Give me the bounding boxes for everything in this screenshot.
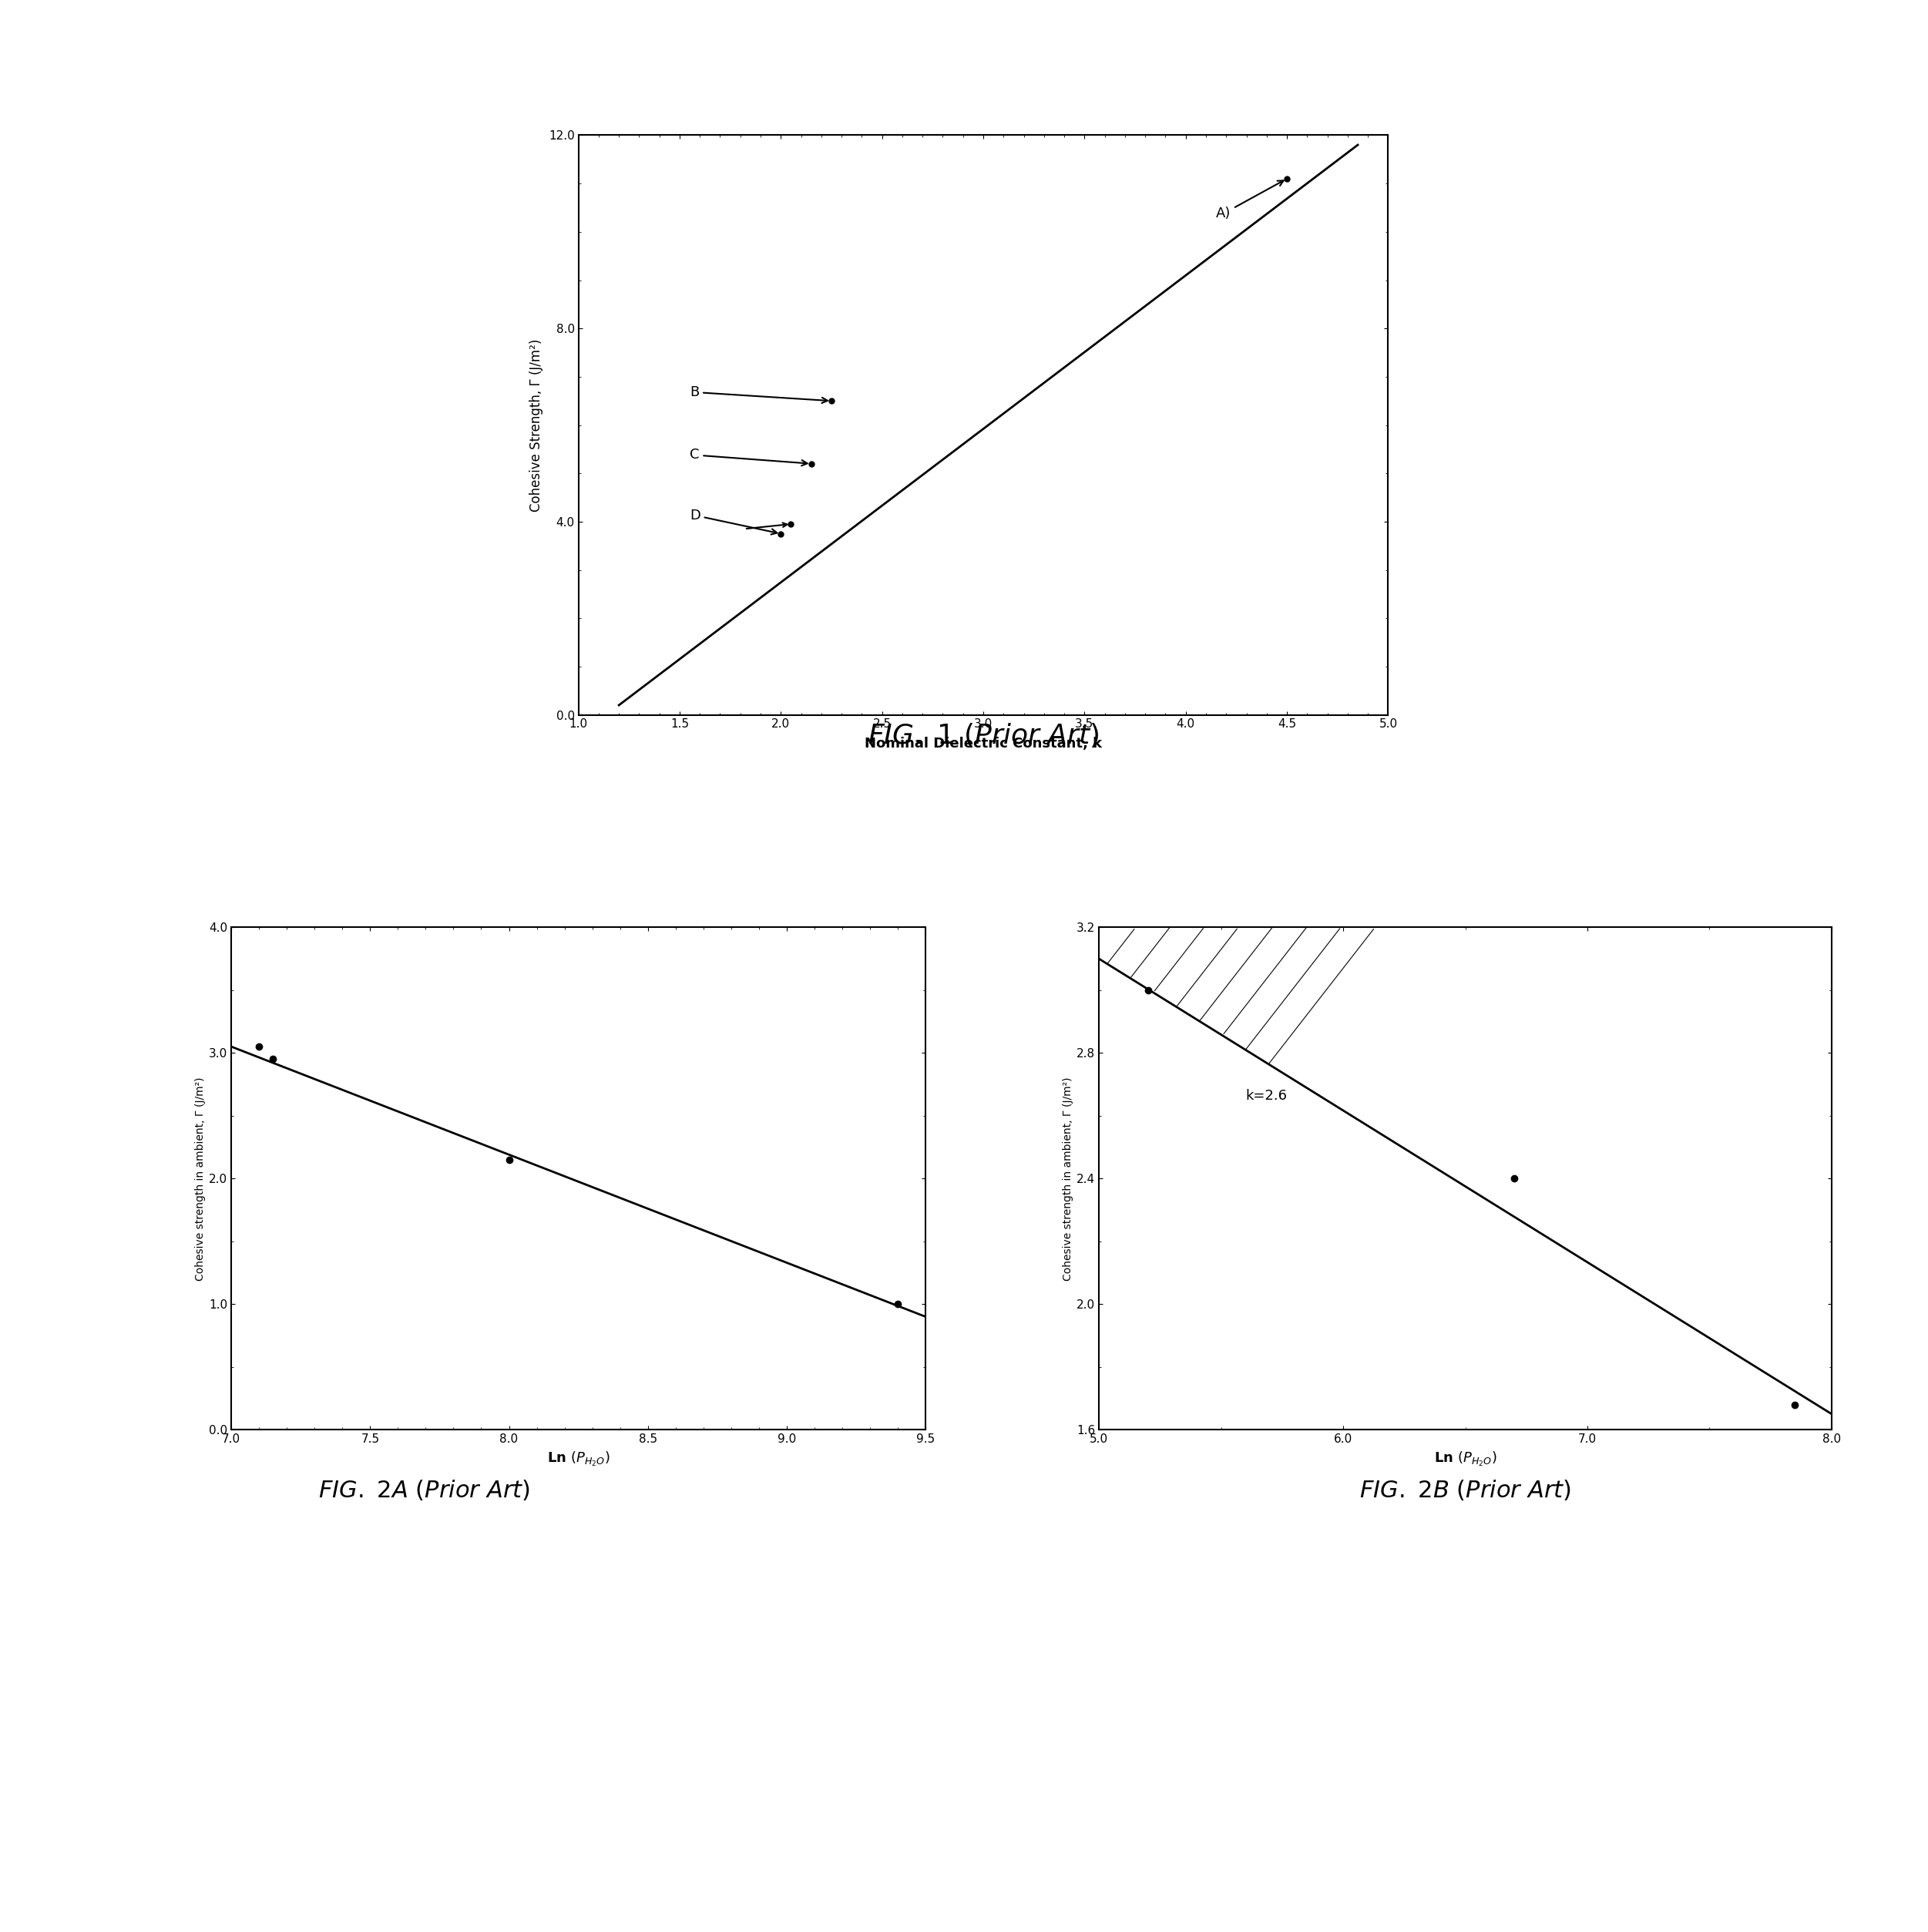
Text: k=2.6: k=2.6: [1245, 1090, 1288, 1103]
Text: A): A): [1217, 180, 1284, 220]
X-axis label: Nominal Dielectric Constant, k: Nominal Dielectric Constant, k: [864, 736, 1103, 750]
Text: B: B: [690, 384, 827, 404]
Y-axis label: Cohesive strength in ambient, Γ (J/m²): Cohesive strength in ambient, Γ (J/m²): [195, 1076, 206, 1281]
Text: $FIG.\ 2B\ (Prior\ Art)$: $FIG.\ 2B\ (Prior\ Art)$: [1359, 1478, 1571, 1503]
Text: $FIG.\ 2A\ (Prior\ Art)$: $FIG.\ 2A\ (Prior\ Art)$: [318, 1478, 530, 1503]
Text: D: D: [690, 508, 777, 535]
Y-axis label: Cohesive Strength, Γ (J/m²): Cohesive Strength, Γ (J/m²): [530, 338, 544, 512]
X-axis label: Ln $(P_{H_2O})$: Ln $(P_{H_2O})$: [548, 1451, 609, 1468]
X-axis label: Ln $(P_{H_2O})$: Ln $(P_{H_2O})$: [1434, 1451, 1496, 1468]
Text: $FIG.\ 1\ (Prior\ Art)$: $FIG.\ 1\ (Prior\ Art)$: [868, 721, 1099, 750]
Text: C: C: [690, 448, 808, 466]
Y-axis label: Cohesive strength in ambient, Γ (J/m²): Cohesive strength in ambient, Γ (J/m²): [1062, 1076, 1074, 1281]
